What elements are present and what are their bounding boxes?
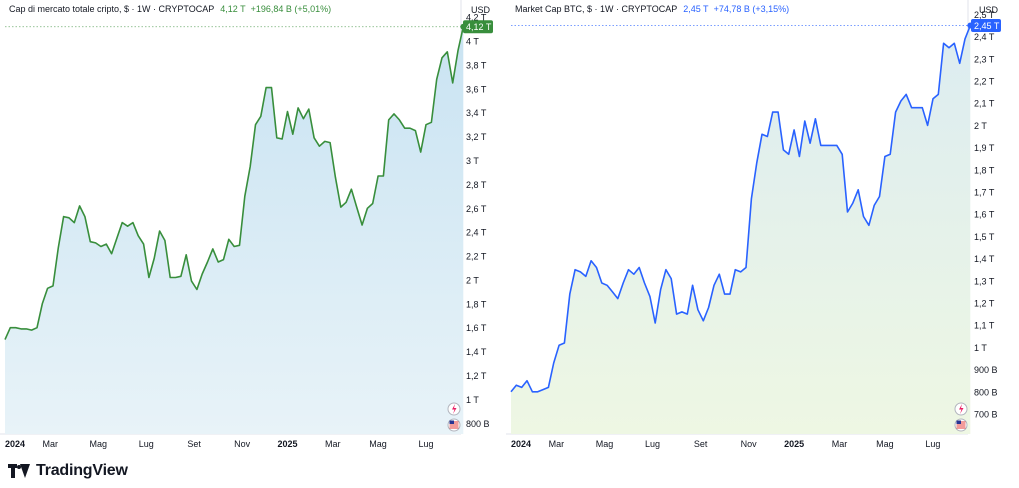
y-tick-label: 1,1 T [974,321,995,331]
flag-canton [449,420,454,424]
currency-label: USD [979,5,999,15]
y-tick-label: 2,2 T [466,252,487,262]
y-tick-label: 1,8 T [466,299,487,309]
brand-name: TradingView [36,462,128,479]
x-tick-label: Lug [139,439,154,449]
last-value-badge [463,20,493,34]
y-tick-label: 1,8 T [974,165,995,175]
y-tick-label: 1,4 T [466,347,487,357]
x-tick-label: 2025 [277,439,297,449]
y-tick-label: 2,2 T [974,77,995,87]
y-tick-label: 1,6 T [974,210,995,220]
x-tick-label: 2024 [511,439,531,449]
x-tick-label: Lug [419,439,434,449]
y-tick-label: 2 T [466,275,479,285]
y-tick-label: 3,6 T [466,84,487,94]
currency-label: USD [471,5,491,15]
y-tick-label: 1,6 T [466,323,487,333]
y-tick-label: 2,8 T [466,180,487,190]
y-tick-label: 900 B [974,365,998,375]
x-tick-label: Mag [596,439,614,449]
x-tick-label: 2024 [5,439,25,449]
tradingview-brand[interactable]: TradingView [8,462,128,480]
legend-title: Cap di mercato totale cripto, $ · 1W · C… [9,4,214,14]
lightning-glyph [452,404,457,414]
y-tick-label: 1 T [466,395,479,405]
legend-title: Market Cap BTC, $ · 1W · CRYPTOCAP [515,4,677,14]
x-tick-label: Lug [645,439,660,449]
y-tick-label: 1,7 T [974,188,995,198]
y-tick-label: 800 B [974,387,998,397]
y-tick-label: 3 T [466,156,479,166]
x-tick-label: Mag [876,439,894,449]
x-tick-label: 2025 [784,439,804,449]
x-tick-label: Nov [234,439,251,449]
tradingview-logo-icon [8,464,30,478]
y-tick-label: 2,4 T [974,32,995,42]
last-value-label: 4,12 T [466,22,492,32]
y-tick-label: 1 T [974,343,987,353]
x-tick-label: Mar [325,439,341,449]
y-tick-label: 2,6 T [466,204,487,214]
y-tick-label: 3,8 T [466,60,487,70]
series-area [511,25,971,434]
y-tick-label: 1,3 T [974,276,995,286]
y-tick-label: 2 T [974,121,987,131]
x-tick-label: Mar [549,439,565,449]
x-tick-label: Mar [832,439,848,449]
y-tick-label: 1,9 T [974,143,995,153]
y-tick-label: 4,2 T [466,13,487,23]
y-tick-label: 2,1 T [974,99,995,109]
x-tick-label: Mag [369,439,387,449]
y-tick-label: 4 T [466,37,479,47]
y-tick-label: 3,4 T [466,108,487,118]
last-value-label: 2,45 T [974,21,1000,31]
y-tick-label: 2,5 T [974,10,995,20]
y-tick-label: 2,4 T [466,228,487,238]
series-area [5,26,464,434]
lightning-glyph [959,404,964,414]
y-tick-label: 1,4 T [974,254,995,264]
x-tick-label: Set [694,439,708,449]
y-tick-label: 1,2 T [466,371,487,381]
chart-1: 4,2 T 4 T 3,8 T 3,6 T 3,4 T 3,2 T 3 T 2,8 T 2,6 … [0,0,493,449]
y-tick-label: 700 B [974,410,998,420]
x-tick-label: Set [187,439,201,449]
series-line [510,25,972,393]
legend-last-value: 2,45 T [683,4,709,14]
legend-last-value: 4,12 T [220,4,246,14]
x-tick-label: Mag [90,439,108,449]
y-tick-label: 800 B [466,419,490,429]
y-tick-label: 1,2 T [974,299,995,309]
x-tick-label: Nov [741,439,758,449]
y-tick-label: 1,5 T [974,232,995,242]
x-tick-label: Mar [43,439,59,449]
chart-2: 2,5 T 2,4 T 2,3 T 2,2 T 2,1 T 2 T 1,9 T 1,8 T 1,… [506,0,1001,449]
legend-change: +196,84 B (+5,01%) [251,4,332,14]
series-line [4,26,465,340]
legend-change: +74,78 B (+3,15%) [714,4,790,14]
x-tick-label: Lug [925,439,940,449]
flag-canton [956,420,961,424]
y-tick-label: 2,3 T [974,54,995,64]
y-tick-label: 3,2 T [466,132,487,142]
last-value-badge [971,19,1001,33]
